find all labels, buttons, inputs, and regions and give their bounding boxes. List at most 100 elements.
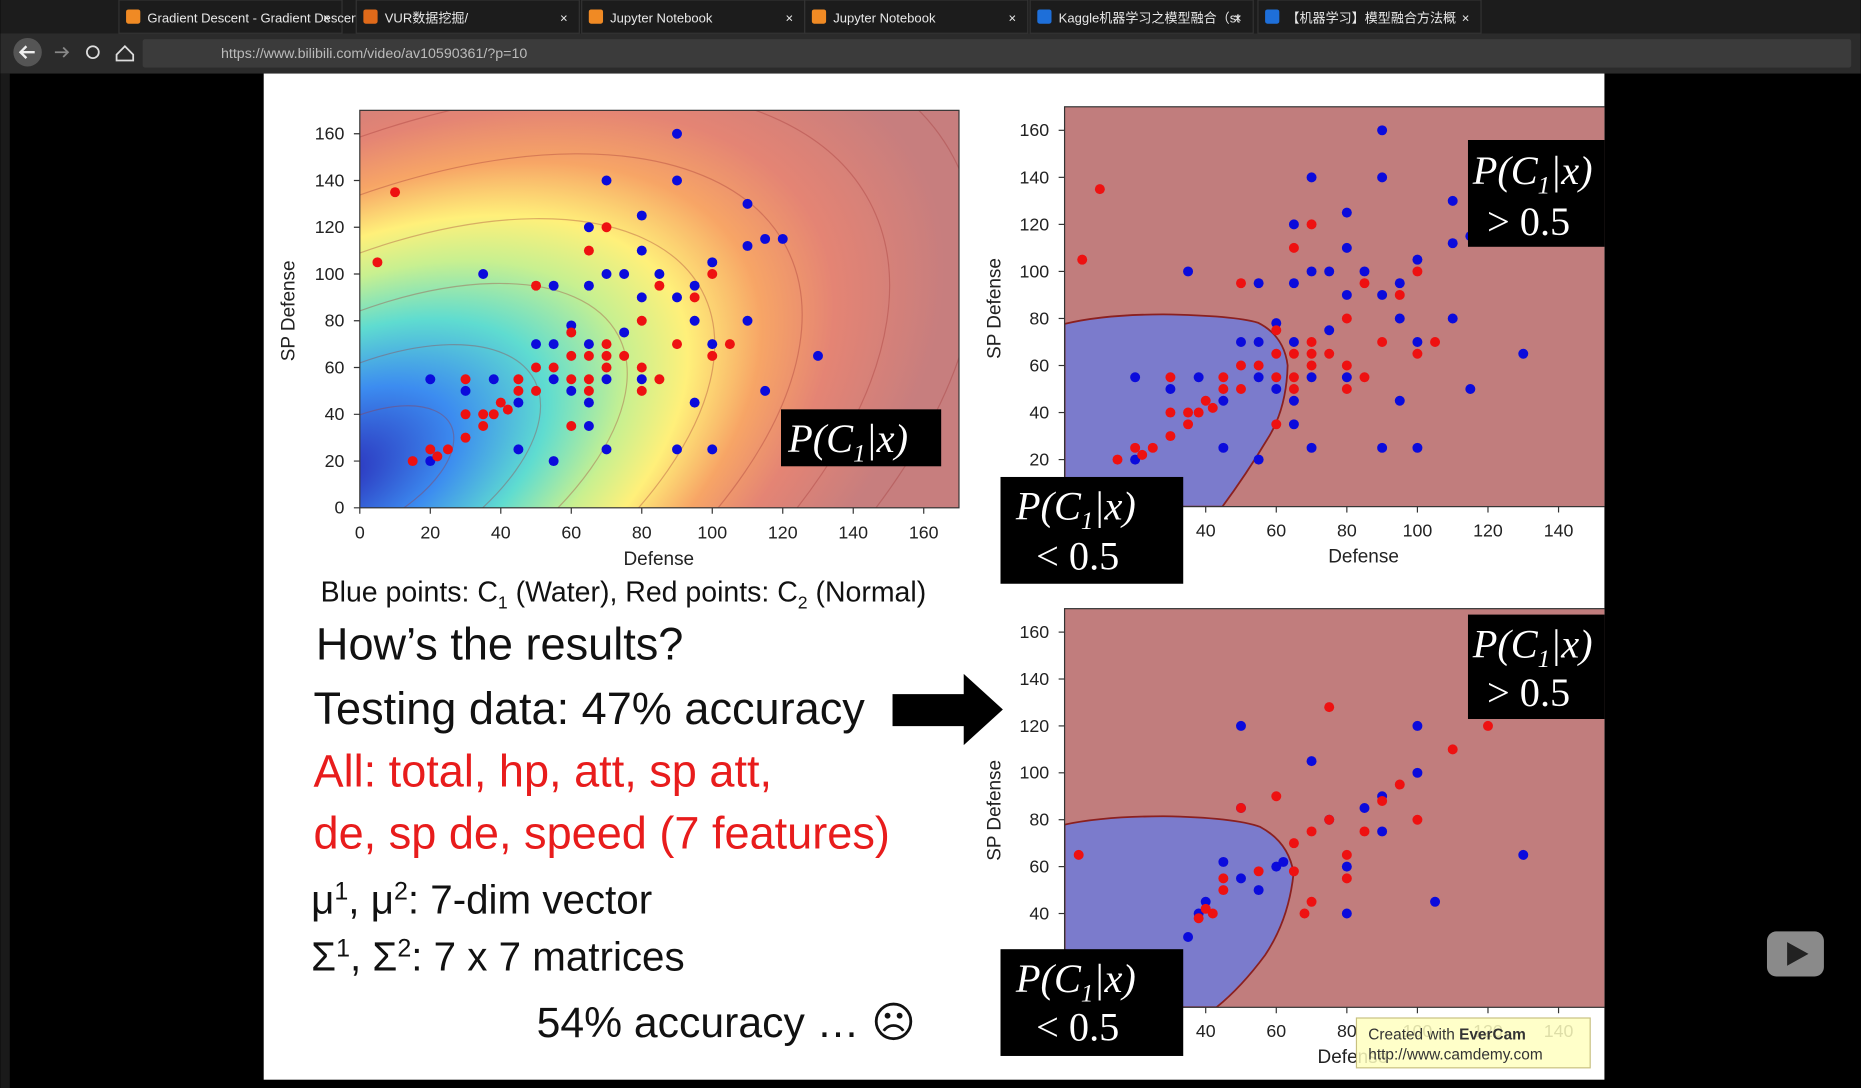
tab-icon — [811, 9, 827, 24]
point — [390, 187, 401, 198]
point — [1165, 372, 1176, 383]
text-run: Blue points: C — [321, 577, 498, 609]
text-run: (Normal) — [808, 577, 927, 609]
point — [672, 444, 682, 455]
label-p: P(C1|x) — [1015, 484, 1136, 535]
tab-close[interactable]: × — [1462, 11, 1470, 26]
reload-button[interactable] — [86, 45, 100, 60]
point — [1412, 266, 1423, 277]
tab[interactable] — [804, 0, 1029, 34]
tab-close[interactable]: × — [560, 11, 568, 26]
point — [1377, 172, 1388, 183]
tab[interactable] — [581, 0, 806, 34]
y-tick-label: 100 — [1019, 261, 1049, 281]
x-tick-label: 20 — [420, 523, 440, 543]
point — [531, 385, 542, 396]
point — [1288, 384, 1299, 395]
point — [1218, 442, 1229, 453]
point — [601, 339, 612, 350]
script-text: 1 — [336, 934, 350, 962]
point — [1271, 861, 1282, 872]
watermark-text: Created with EverCam — [1368, 1026, 1526, 1043]
text-run: P(C — [1015, 956, 1082, 1001]
tab-close[interactable]: × — [323, 11, 331, 26]
point — [460, 385, 471, 396]
point — [1341, 908, 1352, 919]
point — [672, 128, 682, 139]
point — [707, 257, 718, 268]
tab-close[interactable]: × — [1009, 11, 1017, 26]
point — [689, 397, 700, 408]
point — [513, 397, 524, 408]
x-tick-label: 120 — [768, 523, 798, 543]
script-text: 1 — [334, 877, 348, 905]
contours — [359, 110, 959, 508]
point — [488, 409, 499, 420]
tab[interactable] — [1257, 0, 1482, 34]
text-run: Σ — [311, 934, 336, 980]
point — [566, 385, 577, 396]
point — [1412, 442, 1423, 453]
point — [707, 269, 718, 279]
point — [1412, 720, 1423, 731]
point — [1236, 278, 1246, 289]
point — [1271, 325, 1282, 336]
point — [1271, 384, 1282, 395]
testing-result: Testing data: 47% accuracy — [314, 683, 866, 734]
point — [488, 374, 499, 385]
point — [407, 456, 418, 467]
tab[interactable] — [118, 0, 343, 34]
point — [777, 233, 788, 244]
point — [1306, 337, 1317, 347]
point — [566, 327, 577, 338]
point — [531, 362, 542, 373]
point — [548, 362, 559, 373]
tab[interactable] — [1029, 0, 1254, 34]
y-tick-label: 100 — [315, 264, 345, 284]
home-button[interactable] — [115, 45, 135, 62]
tab-title: Gradient Descent - Gradient Descen — [147, 11, 358, 26]
tab[interactable] — [355, 0, 580, 34]
point — [1324, 325, 1335, 336]
watermark — [1355, 1017, 1591, 1069]
tab-close[interactable]: × — [1234, 11, 1242, 26]
point — [460, 432, 471, 443]
label-threshold: < 0.5 — [1036, 1005, 1119, 1050]
point — [1359, 266, 1370, 277]
point — [548, 339, 559, 350]
point — [1306, 266, 1317, 277]
point — [583, 385, 594, 396]
text-run: μ — [311, 877, 334, 923]
point — [1377, 826, 1388, 837]
tab-close[interactable]: × — [785, 11, 793, 26]
point — [1299, 908, 1310, 919]
forward-button[interactable] — [54, 46, 70, 58]
url: https://www.bilibili.com/video/av1059036… — [221, 46, 527, 62]
point — [760, 233, 771, 244]
x-axis-label: Defense — [623, 549, 694, 570]
url-field[interactable] — [142, 39, 1852, 68]
x-tick-label: 100 — [697, 523, 727, 543]
point — [478, 409, 489, 420]
point — [1218, 372, 1229, 383]
point — [689, 315, 700, 326]
point — [1218, 384, 1229, 395]
x-tick-label: 80 — [632, 523, 652, 543]
point — [1324, 266, 1335, 277]
point — [1377, 289, 1388, 300]
x-tick-label: 80 — [1337, 1021, 1357, 1041]
point — [1324, 348, 1335, 359]
point — [619, 327, 630, 338]
point — [1377, 795, 1388, 806]
point — [619, 269, 630, 279]
y-tick-label: 60 — [1029, 857, 1049, 877]
point — [1288, 838, 1299, 849]
y-axis-label: SP Defense — [985, 258, 1006, 359]
point — [742, 315, 753, 326]
point — [1278, 856, 1289, 867]
point — [1412, 767, 1423, 778]
point — [1412, 814, 1423, 825]
x-tick-label: 80 — [1337, 520, 1357, 540]
point — [601, 444, 612, 455]
point — [1518, 348, 1529, 359]
